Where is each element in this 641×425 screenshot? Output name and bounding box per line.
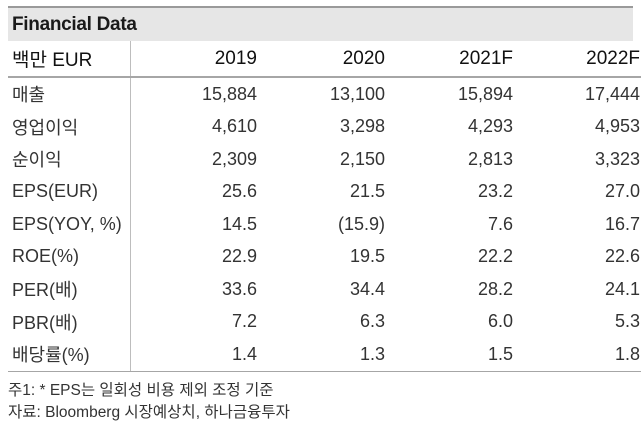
cell-value: 27.0 xyxy=(604,181,640,202)
cell-value: 22.9 xyxy=(221,246,257,267)
cell-value: 5.3 xyxy=(614,311,640,332)
cell-value: 17,444 xyxy=(584,83,640,104)
cell-value: 3,323 xyxy=(594,148,640,169)
row-label: 배당률(%) xyxy=(8,338,131,372)
cell-value: 7.2 xyxy=(231,311,257,332)
cell-value: 13,100 xyxy=(329,83,385,104)
cell-value: 1.5 xyxy=(387,338,515,372)
cell-value: 24.1 xyxy=(604,278,640,299)
row-label: 영업이익 xyxy=(8,110,131,143)
table-row: PER(배) 33.6 34.4 28.2 24.1 xyxy=(8,273,641,306)
table-row: EPS(EUR) 25.6 21.5 23.2 27.0 xyxy=(8,175,641,208)
source-note: 자료: Bloomberg 시장예상치, 하나금융투자 xyxy=(8,404,290,421)
cell-value: 2,150 xyxy=(339,148,385,169)
cell-value: 1.3 xyxy=(259,338,387,372)
table-row: 순이익 2,309 2,150 2,813 3,323 xyxy=(8,143,641,176)
top-border xyxy=(8,6,633,8)
column-header: 2022F xyxy=(515,41,641,78)
cell-value: 22.6 xyxy=(604,246,640,267)
row-label: 순이익 xyxy=(8,143,131,176)
cell-value: 6.0 xyxy=(487,311,513,332)
cell-value: 15,884 xyxy=(201,83,257,104)
cell-value: 4,610 xyxy=(211,116,257,137)
cell-value: 2,309 xyxy=(211,148,257,169)
table-row: 영업이익 4,610 3,298 4,293 4,953 xyxy=(8,110,641,143)
column-header: 2020 xyxy=(259,41,387,78)
table-row: 매출 15,884 13,100 15,894 17,444 xyxy=(8,77,641,111)
table-row: EPS(YOY, %) 14.5 (15.9) 7.6 16.7 xyxy=(8,208,641,241)
row-label: EPS(YOY, %) xyxy=(8,208,131,241)
financial-data-table-container: Financial Data 백만 EUR 2019 2020 2021F 20… xyxy=(8,6,641,372)
table-title: Financial Data xyxy=(8,8,633,41)
footnotes: 주1: * EPS는 일회성 비용 제외 조정 기준 자료: Bloomberg… xyxy=(8,380,290,424)
cell-value: 4,953 xyxy=(594,116,640,137)
table-row: ROE(%) 22.9 19.5 22.2 22.6 xyxy=(8,240,641,273)
column-header: 2019 xyxy=(130,41,259,78)
column-header: 2021F xyxy=(387,41,515,78)
cell-value: 16.7 xyxy=(604,213,640,234)
cell-value: 14.5 xyxy=(221,213,257,234)
header-row: 백만 EUR 2019 2020 2021F 2022F xyxy=(8,41,641,78)
cell-value: 22.2 xyxy=(477,246,513,267)
cell-value: 2,813 xyxy=(467,148,513,169)
footnote: 주1: * EPS는 일회성 비용 제외 조정 기준 xyxy=(8,382,274,399)
cell-value: 33.6 xyxy=(221,278,257,299)
cell-value: 1.4 xyxy=(130,338,259,372)
cell-value: 6.3 xyxy=(359,311,385,332)
cell-value: 3,298 xyxy=(339,116,385,137)
cell-value: 28.2 xyxy=(477,278,513,299)
cell-value: 1.8 xyxy=(515,338,641,372)
table-row: PBR(배) 7.2 6.3 6.0 5.3 xyxy=(8,305,641,338)
table-row: 배당률(%) 1.4 1.3 1.5 1.8 xyxy=(8,338,641,372)
cell-value: 25.6 xyxy=(221,181,257,202)
row-label: PER(배) xyxy=(8,273,131,306)
cell-value: 15,894 xyxy=(457,83,513,104)
cell-value: 34.4 xyxy=(349,278,385,299)
cell-value: 4,293 xyxy=(467,116,513,137)
financial-data-table: 백만 EUR 2019 2020 2021F 2022F 매출 15,884 13,… xyxy=(8,41,641,372)
row-label: 매출 xyxy=(8,77,131,111)
cell-value: 7.6 xyxy=(487,213,513,234)
cell-value: 23.2 xyxy=(477,181,513,202)
cell-value: 21.5 xyxy=(349,181,385,202)
cell-value: (15.9) xyxy=(337,213,385,234)
cell-value: 19.5 xyxy=(349,246,385,267)
row-label: PBR(배) xyxy=(8,305,131,338)
row-label: EPS(EUR) xyxy=(8,175,131,208)
unit-label: 백만 EUR xyxy=(8,41,131,78)
row-label: ROE(%) xyxy=(8,240,131,273)
